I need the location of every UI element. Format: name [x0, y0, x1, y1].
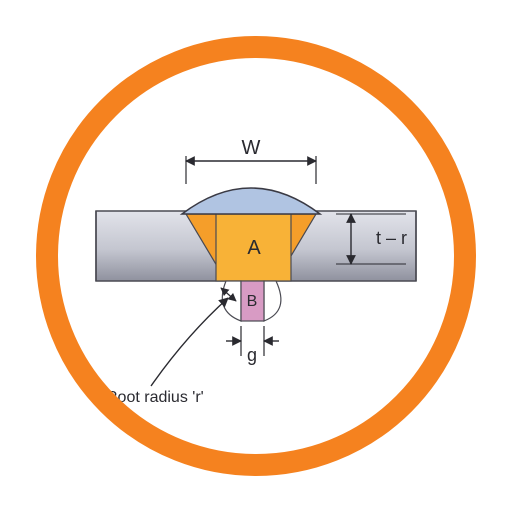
dim-g-label: g — [247, 345, 257, 365]
root-bulge-right — [264, 281, 281, 321]
weld-diagram: W t – r g Root radius 'r' A B — [76, 106, 436, 406]
label-a: A — [247, 237, 261, 259]
root-radius-pointer — [151, 298, 228, 386]
root-radius-label: Root radius 'r' — [106, 389, 204, 406]
dim-tr-label: t – r — [376, 228, 407, 248]
label-b: B — [247, 293, 258, 310]
dim-w-label: W — [242, 137, 261, 159]
weld-cap — [182, 188, 320, 214]
circle-frame: W t – r g Root radius 'r' A B — [36, 36, 476, 476]
